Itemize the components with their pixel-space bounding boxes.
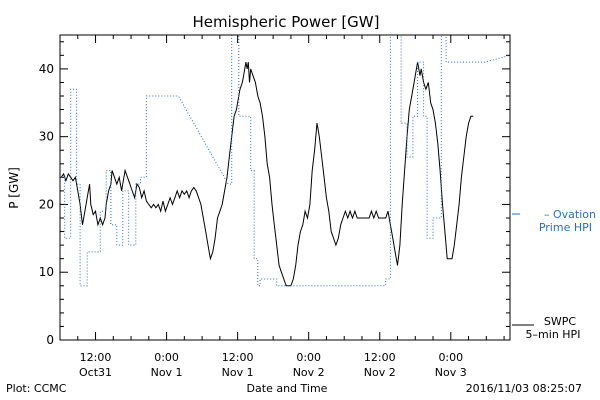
legend-swpc: SWPC 5–min HPI — [512, 315, 580, 341]
x-tick-label-date: Nov 2 — [293, 366, 325, 379]
x-tick-label-date: Nov 2 — [364, 366, 396, 379]
legend-swpc-line1: SWPC — [544, 315, 576, 328]
x-tick-label-date: Nov 1 — [222, 366, 254, 379]
x-tick-label-date: Nov 3 — [435, 366, 467, 379]
y-tick-label: 0 — [46, 333, 54, 347]
y-tick-label: 10 — [39, 265, 54, 279]
y-tick-label: 20 — [39, 197, 54, 211]
footer-credit: Plot: CCMC — [6, 382, 67, 395]
legend-swpc-line2: 5–min HPI — [526, 328, 581, 341]
legend-ovation: – Ovation Prime HPI — [512, 208, 596, 234]
x-tick-label-time: 12:00 — [364, 351, 396, 364]
x-tick-label-date: Nov 1 — [151, 366, 183, 379]
y-axis-label: P [GW] — [7, 167, 21, 209]
x-tick-label-time: 12:00 — [222, 351, 254, 364]
x-tick-label-time: 0:00 — [296, 351, 321, 364]
series-group — [60, 34, 511, 287]
series-line-swpc — [60, 62, 474, 287]
legend-ovation-line2: Prime HPI — [539, 221, 592, 234]
x-tick-label-time: 0:00 — [438, 351, 463, 364]
chart-title: Hemispheric Power [GW] — [193, 13, 380, 31]
legend-ovation-line1: – Ovation — [544, 208, 596, 221]
x-tick-label-date: Oct31 — [79, 366, 112, 379]
y-axis-group: 0 10 20 30 40 — [39, 41, 510, 347]
plot-frame — [59, 34, 511, 341]
x-axis-label: Date and Time — [247, 382, 328, 395]
x-tick-label-time: 0:00 — [154, 351, 179, 364]
x-tick-label-time: 12:00 — [80, 351, 112, 364]
footer-timestamp: 2016/11/03 08:25:07 — [466, 382, 582, 395]
x-axis-group: 12:00 Oct31 0:00 Nov 1 12:00 Nov 1 0:00 Nov 2 12… — [77, 35, 505, 379]
y-tick-label: 40 — [39, 62, 54, 76]
y-tick-label: 30 — [39, 130, 54, 144]
